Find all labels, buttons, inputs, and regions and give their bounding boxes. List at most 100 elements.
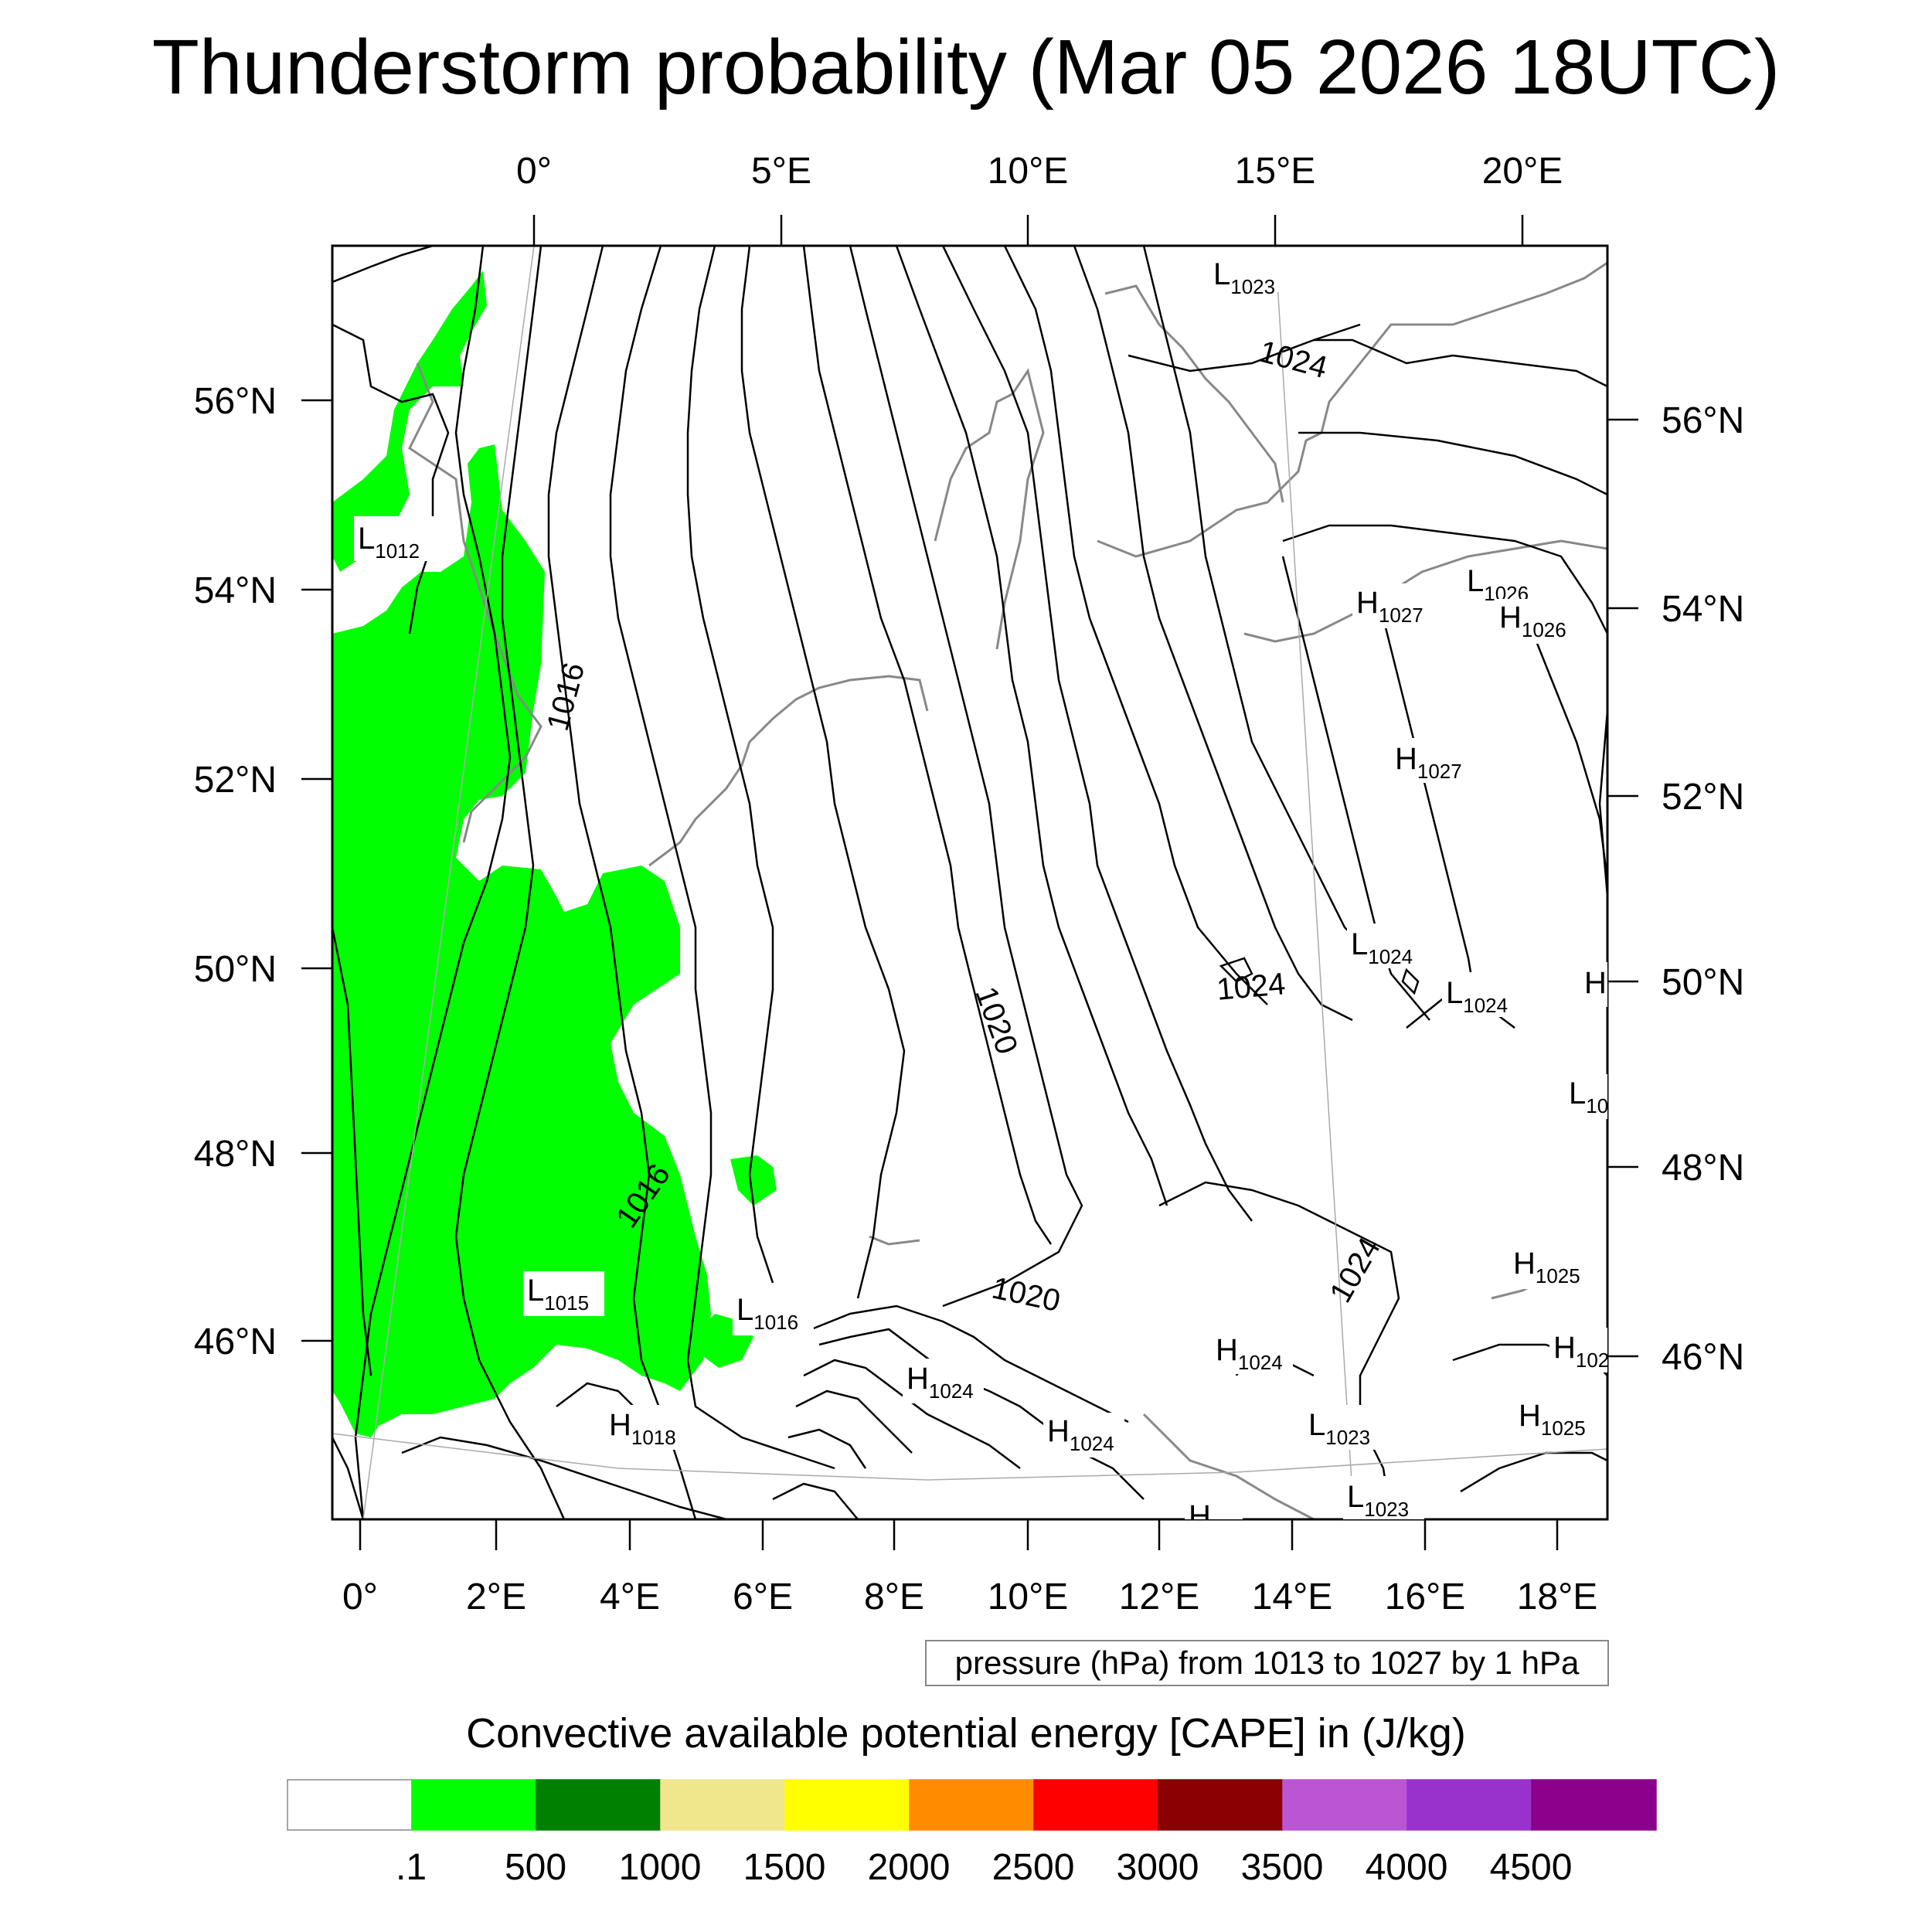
center-value: 1025: [1536, 1264, 1580, 1287]
center-type: L: [1308, 1408, 1325, 1442]
cape-area-east: [730, 1155, 777, 1206]
center-value: 1027: [1417, 760, 1462, 783]
center-type: H: [1553, 1331, 1576, 1365]
legend-labels: .1 500 1000 1500 2000 2500 3000 3500 400…: [396, 1847, 1572, 1888]
center-value: 1024: [1368, 945, 1413, 968]
bottom-lon-label: 2°E: [466, 1577, 526, 1617]
cape-area-north: [332, 270, 487, 572]
center-type: L: [1347, 1480, 1364, 1514]
map-title: Thunderstorm probability (Mar 05 2026 18…: [151, 24, 1781, 111]
pressure-center: H10: [1185, 1495, 1243, 1540]
pressure-centers: L1023 L1012 H1027 L1026 H1026 H1027 L102…: [354, 247, 1609, 1540]
coastline-sweden: [1104, 284, 1284, 503]
top-lon-label: 20°E: [1482, 151, 1563, 192]
center-type: H: [1513, 1247, 1536, 1281]
isobar: [1401, 968, 1420, 995]
svg-text:H10: H10: [1189, 1499, 1233, 1540]
center-type: H: [1499, 600, 1522, 634]
cape-legend-title: Convective available potential energy [C…: [466, 1710, 1466, 1757]
svg-text:H102: H102: [1553, 1331, 1609, 1372]
isobar: [802, 246, 1053, 1245]
isobar: [1298, 431, 1607, 496]
center-type: L: [736, 1293, 753, 1327]
center-type: L: [1351, 927, 1368, 961]
map-frame: [331, 244, 1609, 1521]
right-lat-labels: 56°N 54°N 52°N 50°N 48°N 46°N: [1662, 400, 1744, 1378]
contour-label: 1024: [1216, 967, 1287, 1007]
right-lat-label: 48°N: [1662, 1148, 1744, 1189]
legend-color-box: [411, 1779, 537, 1831]
cape-legend: .1 500 1000 1500 2000 2500 3000 3500 400…: [287, 1779, 1657, 1888]
isobar: [772, 1482, 859, 1519]
svg-text:H1024: H1024: [1216, 1333, 1283, 1374]
coastline-layer: [408, 261, 1607, 1519]
isobar: [332, 927, 372, 1376]
isobar: [787, 1428, 867, 1469]
center-type: H: [609, 1408, 631, 1442]
center-type: H: [1519, 1399, 1541, 1433]
isobar-layer: [332, 246, 1607, 1519]
legend-color-box: [1033, 1779, 1159, 1831]
center-value: 1026: [1522, 618, 1566, 641]
bottom-lon-label: 10°E: [988, 1577, 1069, 1617]
isobar: [795, 1389, 913, 1454]
isobar: [1460, 1451, 1607, 1493]
center-type: H: [1356, 586, 1379, 620]
center-type: L: [527, 1274, 544, 1308]
isobar: [811, 1304, 1129, 1423]
legend-color-box: [287, 1779, 413, 1831]
svg-text:L1016: L1016: [736, 1293, 798, 1334]
center-value: 1016: [753, 1311, 798, 1334]
tick-marks: [301, 215, 1638, 1550]
center-type: H: [1584, 966, 1607, 1000]
legend-label: 3500: [1241, 1847, 1324, 1888]
contour-info-box: pressure (hPa) from 1013 to 1027 by 1 hP…: [925, 1640, 1609, 1686]
pressure-center: L1015: [523, 1271, 604, 1316]
isobar: [401, 1436, 727, 1519]
center-type: L: [1446, 976, 1463, 1010]
parallel-45n: [332, 1433, 1607, 1481]
isobar: [1374, 587, 1478, 1005]
right-lat-label: 54°N: [1662, 589, 1744, 630]
svg-text:L1023: L1023: [1347, 1480, 1409, 1521]
bottom-lon-label: 16°E: [1385, 1577, 1466, 1617]
center-value: 1018: [631, 1426, 676, 1449]
pressure-center: L1024: [1347, 923, 1428, 968]
svg-text:L1023: L1023: [1308, 1408, 1370, 1449]
legend-color-box: [1531, 1779, 1657, 1831]
coastline-denmark: [934, 368, 1045, 650]
svg-text:H1026: H1026: [1499, 600, 1566, 641]
left-lat-label: 52°N: [194, 760, 277, 801]
pressure-center: H1018: [605, 1405, 686, 1450]
center-type: H: [1047, 1414, 1070, 1448]
contour-label: 1020: [968, 982, 1024, 1059]
coastline-britain: [408, 362, 543, 843]
svg-text:H1025: H1025: [1513, 1247, 1580, 1287]
isobar-1024: [1003, 246, 1268, 1005]
isobar-1020: [849, 246, 1083, 1308]
isobar: [895, 246, 1168, 1206]
center-value: 1023: [1325, 1426, 1370, 1449]
pressure-center: L1026: [1463, 564, 1544, 605]
legend-color-bar: [287, 1779, 1657, 1831]
svg-text:H1024: H1024: [1047, 1414, 1114, 1455]
legend-color-box: [536, 1779, 662, 1831]
pressure-center: L1023: [1304, 1405, 1386, 1450]
pressure-center: L1023: [1209, 247, 1291, 298]
coastline-adriatic: [1142, 1413, 1315, 1519]
left-lat-label: 48°N: [194, 1134, 277, 1175]
contour-label: 1024: [1323, 1232, 1387, 1308]
svg-text:H1027: H1027: [1395, 742, 1462, 783]
center-value: 1027: [1379, 604, 1423, 627]
center-value: 1024: [1070, 1432, 1114, 1455]
center-value: 1024: [929, 1379, 974, 1403]
svg-text:L1024: L1024: [1446, 976, 1508, 1017]
meridian-15e: [1274, 246, 1355, 1519]
center-value: 1015: [544, 1291, 589, 1315]
pressure-center: L1012: [354, 516, 435, 563]
coastline-lake-geneva: [869, 1235, 920, 1246]
isobar: [332, 246, 434, 284]
svg-text:L1023: L1023: [1213, 257, 1275, 298]
left-lat-label: 54°N: [194, 570, 277, 611]
